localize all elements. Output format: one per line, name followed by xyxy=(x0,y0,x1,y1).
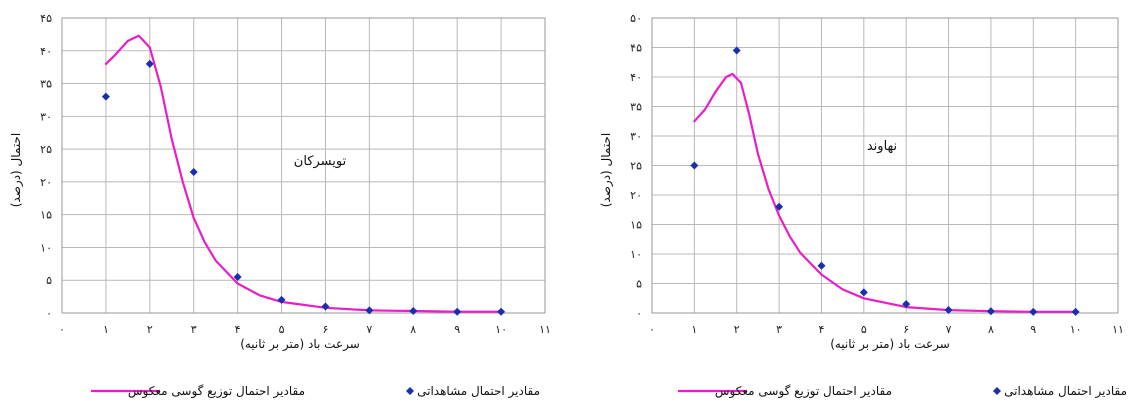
observed-point xyxy=(775,202,784,211)
legend-line-label: مقادیر احتمال توزیع گوسی معکوس xyxy=(128,384,305,399)
observed-point xyxy=(690,161,699,170)
legend-marker-swatch xyxy=(406,387,414,395)
x-tick-label: ۱ xyxy=(691,323,697,336)
y-tick-label: ۲۰ xyxy=(630,189,642,202)
y-axis-title: احتمال (درصد) xyxy=(9,133,24,208)
x-tick-label: ۱۱ xyxy=(1112,323,1124,336)
observed-point xyxy=(101,92,110,101)
observed-point xyxy=(902,300,911,309)
station-annotation: تویسرکان xyxy=(294,154,347,169)
y-tick-label: ۲۵ xyxy=(630,160,642,173)
x-axis-title: سرعت باد (متر بر ثانیه) xyxy=(240,337,360,352)
observed-point xyxy=(817,261,826,270)
x-tick-label: ۵ xyxy=(861,323,867,336)
x-tick-label: ۲ xyxy=(734,323,740,336)
observed-point xyxy=(145,59,154,68)
plot-area xyxy=(61,17,546,314)
y-tick-label: ۴۵ xyxy=(40,12,52,25)
x-tick-label: ۳ xyxy=(776,323,782,336)
observed-point xyxy=(409,307,418,316)
x-tick-label: ۱ xyxy=(103,323,109,336)
y-tick-label: ۳۰ xyxy=(630,130,642,143)
observed-point xyxy=(944,306,953,315)
observed-point xyxy=(859,288,868,297)
y-tick-label: ۲۰ xyxy=(40,176,52,189)
x-tick-label: ۴ xyxy=(818,323,824,336)
y-tick-label: ۴۵ xyxy=(630,42,642,55)
observed-point xyxy=(986,307,995,316)
x-tick-label: ۷ xyxy=(366,323,372,336)
fitted-curve-line xyxy=(693,72,1077,313)
x-tick-label: ۰ xyxy=(59,323,65,336)
x-tick-label: ۱۰ xyxy=(1070,323,1082,336)
y-tick-label: ۵۰ xyxy=(630,12,642,25)
y-tick-label: ۰ xyxy=(46,307,52,320)
y-tick-label: ۰ xyxy=(636,307,642,320)
x-tick-label: ۸ xyxy=(410,323,416,336)
observed-point xyxy=(233,272,242,281)
fitted-curve-line xyxy=(104,34,503,313)
x-tick-label: ۷ xyxy=(946,323,952,336)
y-tick-label: ۳۰ xyxy=(40,110,52,123)
y-tick-label: ۳۵ xyxy=(40,78,52,91)
y-axis-title: احتمال (درصد) xyxy=(599,133,614,208)
y-tick-label: ۱۰ xyxy=(630,248,642,261)
y-tick-label: ۵ xyxy=(46,274,52,287)
observed-point xyxy=(1071,307,1080,316)
legend-marker-label: مقادیر احتمال مشاهداتی xyxy=(417,384,540,399)
x-tick-label: ۳ xyxy=(191,323,197,336)
x-tick-label: ۴ xyxy=(235,323,241,336)
y-tick-label: ۱۰ xyxy=(40,241,52,254)
observed-point xyxy=(732,46,741,55)
observed-point xyxy=(277,295,286,304)
y-tick-label: ۴۰ xyxy=(630,71,642,84)
x-axis-title: سرعت باد (متر بر ثانیه) xyxy=(830,337,950,352)
plot-area xyxy=(651,17,1119,314)
x-tick-label: ۵ xyxy=(279,323,285,336)
observed-point xyxy=(365,306,374,315)
observed-point xyxy=(1029,307,1038,316)
x-tick-label: ۱۰ xyxy=(495,323,507,336)
y-tick-label: ۱۵ xyxy=(630,219,642,232)
y-tick-label: ۴۰ xyxy=(40,45,52,58)
y-tick-label: ۲۵ xyxy=(40,143,52,156)
observed-point xyxy=(497,307,506,316)
legend-line-label: مقادیر احتمال توزیع گوسی معکوس xyxy=(715,384,892,399)
observed-point xyxy=(453,307,462,316)
x-tick-label: ۶ xyxy=(322,323,328,336)
x-tick-label: ۲ xyxy=(147,323,153,336)
x-tick-label: ۹ xyxy=(454,323,460,336)
legend-marker-swatch xyxy=(993,387,1001,395)
x-tick-label: ۱۱ xyxy=(539,323,551,336)
x-tick-label: ۸ xyxy=(988,323,994,336)
observed-point xyxy=(189,168,198,177)
x-tick-label: ۰ xyxy=(649,323,655,336)
y-tick-label: ۳۵ xyxy=(630,101,642,114)
station-annotation: نهاوند xyxy=(867,139,897,154)
y-tick-label: ۵ xyxy=(636,278,642,291)
x-tick-label: ۶ xyxy=(903,323,909,336)
y-tick-label: ۱۵ xyxy=(40,209,52,222)
observed-point xyxy=(321,302,330,311)
x-tick-label: ۹ xyxy=(1030,323,1036,336)
legend-marker-label: مقادیر احتمال مشاهداتی xyxy=(1004,384,1127,399)
